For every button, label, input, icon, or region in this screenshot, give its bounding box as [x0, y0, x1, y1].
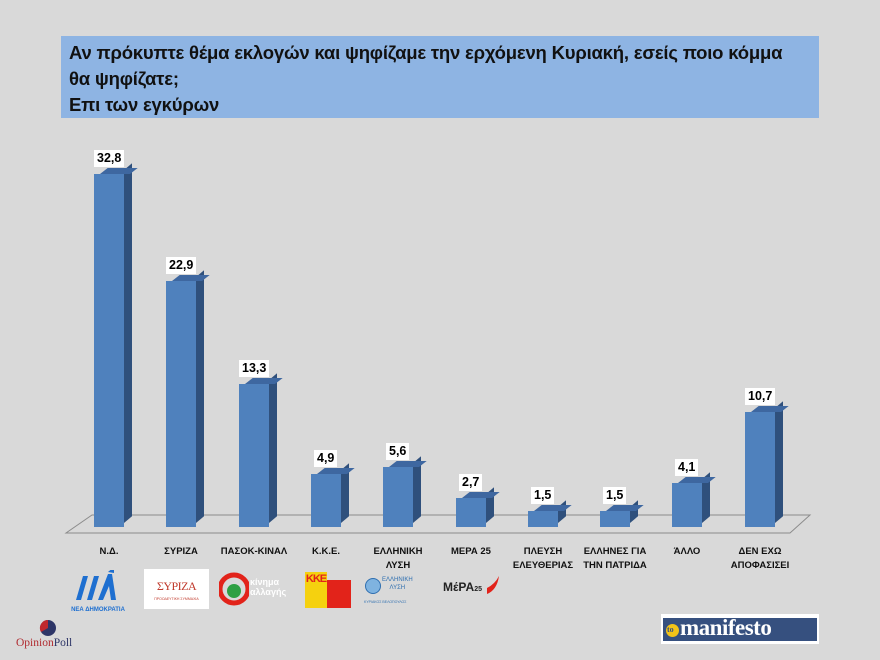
manifesto-logo: to manifesto	[661, 614, 819, 644]
bar-value-label: 13,3	[239, 360, 270, 377]
category-label-line1: Ν.Δ.	[99, 546, 119, 557]
bar-front	[456, 498, 486, 527]
elliniki-lysi-emblem	[365, 578, 381, 594]
bar-front	[383, 467, 413, 527]
bar	[528, 500, 572, 527]
bar-chart: 32,8 22,9 13,3 4,9 5,6 2,7 1,5 1,5 4,1 10,7 Ν.Δ. Σ…	[64, 150, 812, 571]
category-label: ΕΛΛΗΝΕΣ ΓΙΑ ΤΗΝ ΠΑΤΡΙΔΑ	[570, 545, 660, 573]
bar	[383, 456, 427, 527]
mera25-logo-text: MέPA	[443, 580, 475, 594]
manifesto-logo-prefix: to	[667, 625, 674, 634]
opinionpoll-text-poll: Poll	[53, 637, 73, 649]
bar-front	[94, 174, 124, 527]
bar	[600, 500, 644, 527]
category-label-line1: ΜΕΡΑ 25	[451, 546, 491, 557]
bar-value-label: 2,7	[459, 474, 483, 491]
category-label-line1: ΆΛΛΟ	[673, 546, 701, 557]
category-label-line1: Κ.Κ.Ε.	[312, 546, 340, 557]
elliniki-lysi-logo: ΕΛΛΗΝΙΚΗ ΛΥΣΗ ΚΥΡΙΑΚΟΣ ΒΕΛΟΠΟΥΛΟΣ	[364, 575, 426, 611]
category-label: Κ.Κ.Ε.	[281, 545, 371, 559]
bar-value-label: 22,9	[166, 257, 197, 274]
elliniki-lysi-text1: ΕΛΛΗΝΙΚΗ	[382, 577, 413, 583]
elliniki-lysi-text2: ΛΥΣΗ	[389, 585, 406, 591]
bar-side	[124, 163, 132, 523]
bar-value-label: 1,5	[603, 487, 627, 504]
category-label: ΔΕΝ ΕΧΩ ΑΠΟΦΑΣΙΣΕΙ	[715, 545, 805, 573]
category-label-line1: ΕΛΛΗΝΕΣ ΓΙΑ	[583, 546, 647, 557]
elliniki-lysi-text3: ΚΥΡΙΑΚΟΣ ΒΕΛΟΠΟΥΛΟΣ	[364, 600, 407, 604]
title-line-2: θα ψηφίζατε;	[69, 68, 179, 89]
bar-value-label: 4,1	[675, 459, 699, 476]
kinal-logo: κίνημα αλλαγής	[219, 570, 289, 614]
category-label-line1: ΣΥΡΙΖΑ	[164, 546, 198, 557]
category-label-line1: ΠΑΣΟΚ-ΚΙΝΑΛ	[220, 546, 288, 557]
bar-side	[269, 373, 277, 523]
opinionpoll-logo: OpinionPoll	[14, 619, 94, 655]
bar-side	[775, 401, 783, 523]
kinal-logo-text2: αλλαγής	[250, 587, 287, 597]
category-label-line2: ΑΠΟΦΑΣΙΣΕΙ	[730, 560, 790, 571]
opinionpoll-text-opinion: Opinion	[16, 637, 54, 649]
category-label: ΣΥΡΙΖΑ	[136, 545, 226, 559]
bar	[166, 270, 210, 527]
bar-front	[672, 483, 702, 527]
mera25-logo-sub: 25	[474, 586, 482, 593]
category-label: ΕΛΛΗΝΙΚΗ ΛΥΣΗ	[353, 545, 443, 573]
category-label: ΠΛΕΥΣΗ ΕΛΕΥΘΕΡΙΑΣ	[498, 545, 588, 573]
syriza-logo-subtext: ΠΡΟΟΔΕΥΤΙΚΗ ΣΥΜΜΑΧΙΑ	[154, 597, 199, 601]
bar-value-label: 10,7	[745, 388, 776, 405]
bar-front	[311, 474, 341, 527]
nd-logo: ΝΕΑ ΔΗΜΟΚΡΑΤΙΑ	[70, 567, 126, 614]
category-label-line1: ΕΛΛΗΝΙΚΗ	[373, 546, 423, 557]
bar-front	[745, 412, 775, 527]
bar	[94, 163, 138, 527]
chart-title-box: Αν πρόκυπτε θέμα εκλογών και ψηφίζαμε τη…	[61, 36, 819, 118]
kinal-logo-text1: κίνημα	[250, 577, 280, 587]
manifesto-logo-badge	[666, 624, 679, 637]
bar-value-label: 1,5	[531, 487, 555, 504]
title-line-3: Επι των εγκύρων	[69, 94, 220, 115]
category-label: ΆΛΛΟ	[642, 545, 732, 559]
kke-logo-mark: ΚΚΕ	[305, 572, 327, 608]
bar	[239, 373, 283, 527]
category-label-line2: ΤΗΝ ΠΑΤΡΙΔΑ	[583, 560, 647, 571]
nd-logo-text: ΝΕΑ ΔΗΜΟΚΡΑΤΙΑ	[71, 607, 125, 613]
pie-icon	[39, 619, 56, 636]
category-label: ΜΕΡΑ 25	[426, 545, 516, 559]
title-line-1: Αν πρόκυπτε θέμα εκλογών και ψηφίζαμε τη…	[69, 42, 783, 63]
category-label: ΠΑΣΟΚ-ΚΙΝΑΛ	[209, 545, 299, 559]
bar	[745, 401, 789, 527]
category-label-line2: ΛΥΣΗ	[385, 560, 411, 571]
syriza-logo-mark: ΣΥΡΙΖΑ	[156, 579, 197, 593]
syriza-logo: ΣΥΡΙΖΑ ΠΡΟΟΔΕΥΤΙΚΗ ΣΥΜΜΑΧΙΑ	[144, 569, 209, 609]
bar-front	[166, 281, 196, 527]
bar-value-label: 5,6	[386, 443, 410, 460]
bar-front	[528, 511, 558, 527]
kke-logo: ΚΚΕ	[305, 572, 353, 608]
manifesto-logo-name: manifesto	[680, 615, 772, 640]
kke-logo-stripe	[327, 580, 351, 608]
bar-side	[196, 270, 204, 523]
bar-value-label: 32,8	[94, 150, 125, 167]
bar	[311, 463, 355, 527]
bar-front	[239, 384, 269, 527]
category-label-line1: ΠΛΕΥΣΗ	[523, 546, 563, 557]
mera25-logo: MέPA25	[443, 576, 503, 608]
bar-front	[600, 511, 630, 527]
bar	[672, 472, 716, 527]
category-label-line2: ΕΛΕΥΘΕΡΙΑΣ	[512, 560, 574, 571]
bar	[456, 487, 500, 527]
category-label: Ν.Δ.	[64, 545, 154, 559]
bar-value-label: 4,9	[314, 450, 338, 467]
category-label-line1: ΔΕΝ ΕΧΩ	[738, 546, 782, 557]
